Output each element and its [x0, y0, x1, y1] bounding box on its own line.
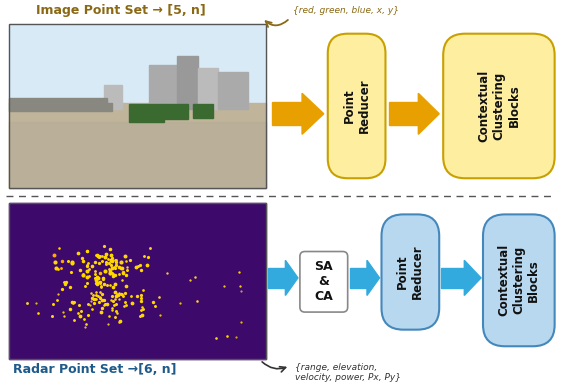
Bar: [10, 103, 266, 188]
Polygon shape: [285, 260, 298, 296]
Text: Point
Reducer: Point Reducer: [396, 245, 424, 299]
Bar: [176, 55, 198, 109]
FancyBboxPatch shape: [300, 251, 348, 312]
Bar: [10, 103, 112, 111]
FancyBboxPatch shape: [443, 34, 555, 178]
Bar: [104, 85, 122, 109]
Text: {red, green, blue, x, y}: {red, green, blue, x, y}: [293, 6, 399, 15]
Text: Point
Reducer: Point Reducer: [343, 79, 370, 133]
Polygon shape: [441, 268, 464, 288]
FancyBboxPatch shape: [483, 215, 555, 346]
Polygon shape: [350, 268, 367, 288]
Bar: [10, 98, 107, 103]
Polygon shape: [464, 260, 481, 296]
Text: {range, elevation,
velocity, power, Px, Py}: {range, elevation, velocity, power, Px, …: [295, 363, 401, 382]
Bar: [164, 104, 188, 119]
Bar: [10, 24, 266, 188]
Bar: [10, 24, 266, 109]
Polygon shape: [268, 268, 285, 288]
Text: Radar Point Set →[6, n]: Radar Point Set →[6, n]: [13, 363, 177, 376]
Bar: [10, 203, 266, 359]
Bar: [10, 203, 266, 359]
Text: Contextual
Clustering
Blocks: Contextual Clustering Blocks: [497, 244, 540, 317]
Text: Contextual
Clustering
Blocks: Contextual Clustering Blocks: [477, 70, 520, 142]
Polygon shape: [367, 260, 379, 296]
Bar: [129, 104, 164, 122]
Text: SA
&
CA: SA & CA: [314, 260, 333, 303]
FancyBboxPatch shape: [328, 34, 386, 178]
Bar: [193, 104, 214, 118]
Bar: [149, 65, 176, 109]
Text: Image Point Set → [5, n]: Image Point Set → [5, n]: [36, 4, 206, 17]
Polygon shape: [389, 102, 418, 125]
FancyBboxPatch shape: [382, 215, 439, 330]
Polygon shape: [418, 93, 439, 134]
Bar: [10, 122, 266, 188]
Polygon shape: [272, 102, 302, 125]
Bar: [198, 68, 218, 109]
Bar: [218, 72, 248, 109]
Polygon shape: [302, 93, 324, 134]
